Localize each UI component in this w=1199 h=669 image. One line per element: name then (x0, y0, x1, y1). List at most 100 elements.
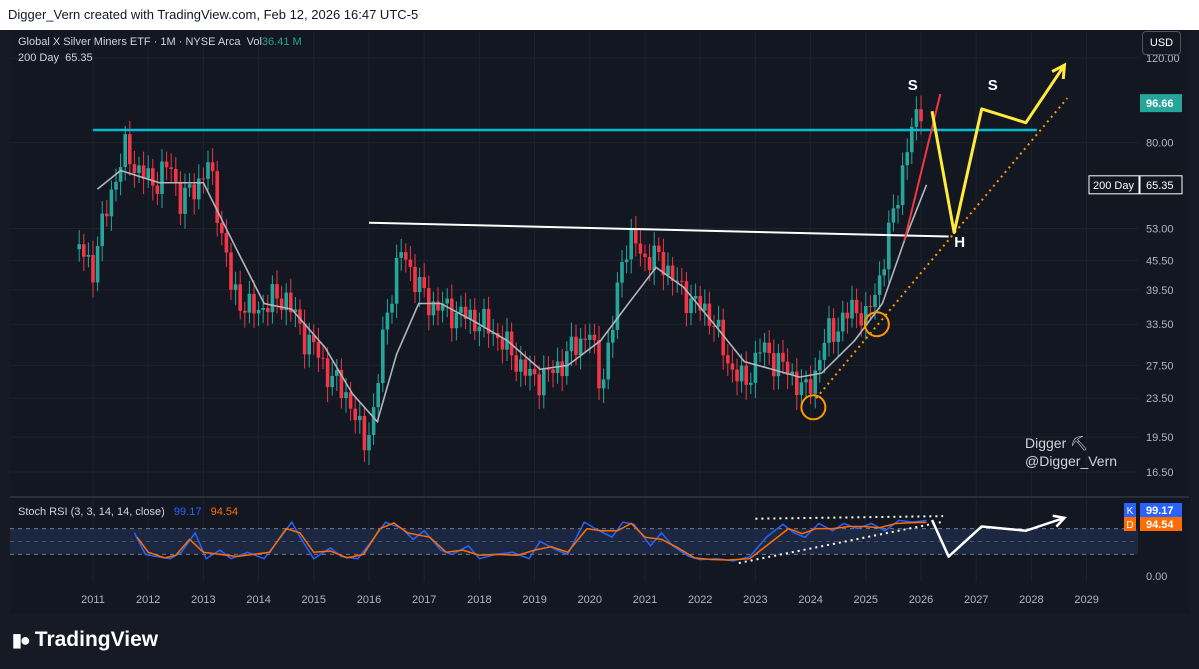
author-watermark: Digger ⛏ @Digger_Vern (1025, 434, 1117, 470)
stoch-trend-line (755, 515, 944, 520)
x-tick-label: 2023 (743, 594, 767, 606)
stoch-k-line (133, 519, 927, 562)
attribution-text: Digger_Vern created with TradingView.com… (8, 7, 419, 22)
candle-body (546, 368, 551, 370)
candle-body (390, 303, 394, 313)
candle-body (657, 245, 661, 253)
candle-body (164, 161, 169, 168)
stoch-k-key-label: K (1127, 506, 1134, 517)
candle-body (919, 109, 923, 122)
candle-body (730, 363, 735, 370)
candle-body (615, 282, 620, 330)
candles (77, 95, 923, 465)
candle-body (86, 254, 91, 257)
tradingview-logo[interactable]: ▮● TradingView (12, 628, 158, 652)
candle-body (790, 371, 794, 375)
candle-body (634, 228, 638, 244)
candle-body (666, 265, 670, 276)
candle-body (335, 369, 339, 376)
candle-body (404, 252, 408, 260)
pattern-label: H (954, 234, 965, 251)
candle-body (206, 162, 210, 179)
candle-body (836, 331, 840, 342)
candle-body (712, 325, 716, 327)
last-price-tag (1140, 94, 1182, 113)
currency-button[interactable]: USD (1142, 31, 1181, 55)
candle-body (877, 275, 882, 295)
x-tick-label: 2026 (909, 594, 933, 606)
candle-body (339, 369, 344, 399)
candle-body (818, 359, 822, 371)
candle-body (220, 222, 224, 234)
stoch-d-value: 94.54 (210, 506, 239, 518)
candle-body (629, 228, 633, 260)
candle-body (266, 308, 270, 313)
stoch-legend: Stoch RSI (3, 3, 14, 14, close) 99.17 94… (18, 506, 238, 518)
stoch-title: Stoch RSI (3, 3, 14, 14, close) (18, 506, 165, 518)
candle-body (123, 134, 127, 168)
candle-body (224, 233, 229, 253)
x-tick-label: 2029 (1074, 594, 1098, 606)
ma-legend: 200 Day 65.35 (18, 52, 93, 64)
candle-body (95, 246, 100, 283)
ma-price-label: 65.35 (1146, 180, 1174, 192)
candle-body (109, 189, 114, 217)
candle-body (813, 370, 817, 394)
candle-body (270, 284, 275, 313)
candle-body (422, 277, 426, 289)
candle-body (698, 295, 702, 311)
x-tick-label: 2028 (1019, 594, 1043, 606)
pattern-label: S (908, 77, 918, 94)
y-tick-label: 33.50 (1146, 319, 1174, 331)
orange-support-line (815, 97, 1069, 399)
stoch-k-key (1124, 503, 1136, 517)
candle-body (519, 359, 523, 372)
x-tick-label: 2017 (412, 594, 436, 606)
candle-body (215, 171, 219, 223)
x-tick-label: 2027 (964, 594, 988, 606)
candle-body (243, 310, 247, 313)
candle-body (473, 309, 477, 332)
candle-body (118, 167, 123, 182)
stoch-d-key (1124, 517, 1136, 531)
candle-body (210, 162, 215, 172)
candle-body (749, 382, 753, 385)
y-tick-label: 80.00 (1146, 138, 1174, 150)
candle-body (744, 365, 748, 385)
candle-body (528, 368, 532, 376)
stoch-k-tag (1140, 503, 1182, 517)
candle-body (91, 254, 95, 283)
candle-body (721, 319, 725, 356)
candle-body (482, 308, 486, 327)
candle-body (436, 301, 440, 311)
x-tick-label: 2022 (688, 594, 712, 606)
y-tick-label: 120.00 (1146, 53, 1180, 65)
candle-body (463, 306, 468, 319)
candle-body (500, 337, 505, 350)
candle-body (859, 313, 863, 326)
candle-body (854, 299, 859, 314)
candle-body (693, 295, 698, 299)
candle-body (192, 184, 196, 200)
chart-area[interactable] (10, 30, 1190, 614)
candle-body (233, 284, 238, 290)
candle-body (146, 168, 150, 179)
candle-body (703, 303, 707, 311)
candle-body (486, 308, 491, 334)
candle-body (445, 298, 449, 304)
candle-body (841, 312, 845, 332)
candle-body (312, 334, 316, 343)
candle-body (624, 259, 629, 263)
candle-body (344, 392, 348, 399)
candle-body (238, 284, 242, 311)
candle-body (652, 245, 656, 271)
candle-body (183, 187, 187, 214)
candle-body (105, 213, 109, 217)
candle-body (739, 365, 744, 382)
x-tick-label: 2025 (854, 594, 878, 606)
vol-label: Vol (246, 36, 262, 48)
candle-body (781, 352, 785, 362)
candle-body (565, 351, 569, 377)
candle-body (321, 357, 325, 359)
